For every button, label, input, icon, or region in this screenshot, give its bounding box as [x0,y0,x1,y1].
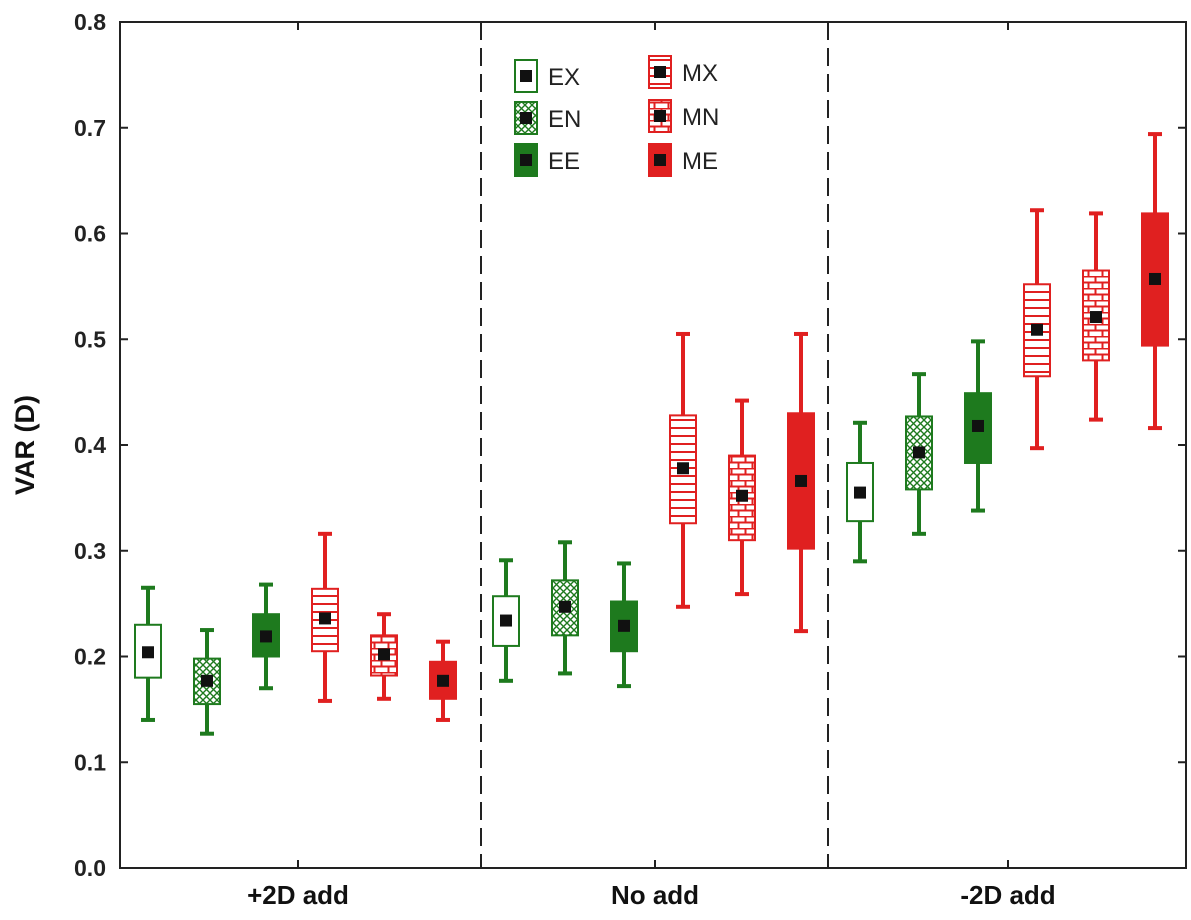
legend-label: EE [548,148,580,175]
legend-marker [520,70,532,82]
median-marker [559,600,571,613]
median-marker [795,474,807,487]
y-tick-label: 0.0 [74,855,106,881]
box-ex [492,558,520,683]
box-series [134,132,1169,736]
y-tick-label: 0.8 [74,9,106,35]
box [311,587,339,653]
legend-label: MN [682,104,719,131]
box-mn [370,612,398,701]
y-axis-label: VAR (D) [10,395,40,495]
box-mn [728,398,756,597]
box-en [193,628,221,736]
median-marker [736,489,748,502]
median-marker [618,619,630,632]
legend-item-mn: MN [648,99,719,133]
box [964,392,992,464]
legend-item-en: EN [514,101,581,135]
box-me [787,331,815,634]
median-marker [972,419,984,432]
median-marker [1090,311,1102,324]
legend-marker [654,154,666,166]
y-tick-label: 0.4 [74,432,106,458]
median-marker [201,674,213,687]
median-marker [677,462,689,475]
legend-label: ME [682,148,718,175]
median-marker [500,614,512,627]
legend-item-mx: MX [648,55,718,89]
box-ee [610,561,638,689]
box-ee [964,339,992,513]
box-ee [252,582,280,691]
box-mx [669,331,697,609]
legend-marker [654,110,666,122]
legend-item-me: ME [648,143,718,177]
legend-label: EX [548,64,580,91]
median-marker [1031,323,1043,336]
x-category-label: No add [611,880,699,910]
legend-item-ex: EX [514,59,580,93]
box-mx [311,531,339,703]
x-category-label: -2D add [960,880,1055,910]
median-marker [260,630,272,643]
legend-item-ee: EE [514,143,580,177]
box-me [1141,132,1169,431]
y-tick-label: 0.2 [74,644,106,670]
x-category-label: +2D add [247,880,349,910]
box [905,415,933,491]
legend-label: EN [548,106,581,133]
median-marker [378,648,390,661]
median-marker [142,646,154,659]
median-marker [437,674,449,687]
median-marker [913,446,925,459]
box [370,634,398,677]
y-tick-label: 0.7 [74,115,106,141]
box-en [551,540,579,676]
median-marker [1149,272,1161,285]
y-tick-label: 0.1 [74,749,106,775]
y-tick-label: 0.6 [74,221,106,247]
legend-marker [520,154,532,166]
box-mx [1023,208,1051,451]
median-marker [319,612,331,625]
legend-marker [520,112,532,124]
legend: EX EN EE MX MN ME [514,55,719,177]
x-axis: +2D add No add -2D add [247,22,1056,910]
y-tick-label: 0.3 [74,538,106,564]
median-marker [854,486,866,499]
legend-marker [654,66,666,78]
box-ex [846,420,874,564]
box-en [905,372,933,536]
box-mn [1082,211,1110,422]
box-me [429,639,457,722]
legend-label: MX [682,60,718,87]
y-axis: 0.0 0.1 0.2 0.3 0.4 0.5 0.6 0.7 0.8 [74,9,1186,881]
box-ex [134,585,162,722]
y-tick-label: 0.5 [74,326,106,352]
